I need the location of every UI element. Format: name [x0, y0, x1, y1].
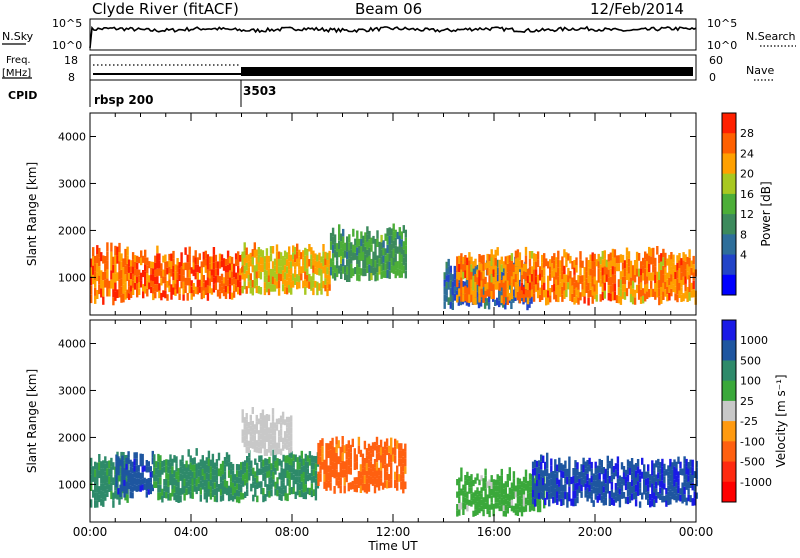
power-colorbar-swatch-3 — [722, 173, 736, 195]
cpid-segment-0: rbsp 200 — [94, 93, 153, 107]
velocity-ytick-3: 4000 — [58, 337, 86, 350]
x-tick-4: 16:00 — [477, 525, 512, 539]
freq-panel: Freq. [MHz] 18 8 60 0 Nave — [2, 54, 774, 84]
x-tick-6: 00:00 — [679, 525, 714, 539]
power-region-3 — [329, 223, 407, 282]
velocity-ytick-0: 1000 — [58, 478, 86, 491]
velocity-colorbar: 1000 500 100 25 -25 -100 -500 -1000 — [721, 319, 772, 503]
noise-left-label: N.Sky — [2, 30, 34, 43]
nave-bottom-tick: 0 — [709, 71, 716, 84]
x-tick-3: 12:00 — [376, 525, 411, 539]
noise-right-top-tick: 10^5 — [707, 17, 737, 30]
velocity-colorbar-tick-0: 1000 — [740, 334, 768, 347]
power-colorbar-swatch-8 — [722, 274, 736, 296]
velocity-colorbar-swatch-7 — [722, 461, 736, 483]
power-region-0 — [90, 242, 129, 306]
power-colorbar-tick-0: 28 — [740, 127, 754, 140]
x-axis-label: Time UT — [367, 539, 418, 553]
velocity-colorbar-tick-5: -100 — [740, 435, 765, 448]
x-tick-2: 08:00 — [275, 525, 310, 539]
freq-bottom-tick: 8 — [68, 71, 75, 84]
x-tick-0: 00:00 — [73, 525, 108, 539]
velocity-colorbar-swatch-6 — [722, 441, 736, 463]
power-colorbar-swatch-4 — [722, 193, 736, 215]
power-colorbar-tick-4: 12 — [740, 208, 754, 221]
x-tick-5: 20:00 — [578, 525, 613, 539]
velocity-region-2 — [153, 448, 320, 504]
velocity-colorbar-tick-6: -500 — [740, 456, 765, 469]
power-region-2 — [241, 242, 331, 297]
freq-nave-band — [241, 67, 693, 76]
nave-label: Nave — [746, 64, 774, 77]
velocity-ytick-1: 2000 — [58, 431, 86, 444]
velocity-region-5 — [456, 467, 546, 518]
noise-left-bottom-tick: 10^0 — [52, 39, 82, 52]
power-colorbar: 28 24 20 16 12 8 4 — [721, 112, 754, 296]
velocity-region-4 — [317, 436, 407, 494]
station-title: Clyde River (fitACF) — [92, 0, 239, 18]
velocity-colorbar-tick-3: 25 — [740, 395, 754, 408]
noise-panel: N.Sky 10^5 10^0 10^5 10^0 N.Search — [2, 17, 796, 52]
velocity-panel: 1000 2000 3000 4000 Slant Range [km] 1000 50… — [25, 319, 788, 523]
cpid-segment-1: 3503 — [243, 84, 276, 98]
power-colorbar-tick-5: 8 — [740, 228, 747, 241]
velocity-region-6 — [531, 452, 698, 508]
power-colorbar-tick-3: 16 — [740, 188, 754, 201]
power-colorbar-swatch-7 — [722, 254, 736, 276]
velocity-colorbar-tick-4: -25 — [740, 415, 758, 428]
velocity-ytick-2: 3000 — [58, 384, 86, 397]
power-ytick-0: 1000 — [58, 271, 86, 284]
cpid-label: CPID — [8, 89, 37, 102]
power-colorbar-tick-6: 4 — [740, 249, 747, 262]
power-region-1 — [127, 245, 244, 301]
velocity-colorbar-tick-2: 100 — [740, 375, 761, 388]
power-ylabel: Slant Range [km] — [25, 162, 39, 266]
power-colorbar-swatch-2 — [722, 153, 736, 175]
velocity-colorbar-tick-1: 500 — [740, 354, 761, 367]
power-colorbar-tick-2: 20 — [740, 168, 754, 181]
noise-right-bottom-tick: 10^0 — [707, 39, 737, 52]
noise-right-label: N.Search — [746, 30, 796, 43]
power-colorbar-tick-1: 24 — [740, 147, 754, 160]
velocity-colorbar-swatch-1 — [722, 340, 736, 361]
date-title: 12/Feb/2014 — [590, 0, 684, 18]
power-ytick-1: 2000 — [58, 224, 86, 237]
velocity-region-3 — [241, 407, 293, 456]
freq-top-tick: 18 — [64, 54, 78, 67]
velocity-colorbar-tick-7: -1000 — [740, 476, 772, 489]
power-colorbar-swatch-6 — [722, 234, 736, 256]
velocity-colorbar-swatch-4 — [722, 400, 736, 422]
power-colorbar-swatch-0 — [722, 113, 736, 134]
power-colorbar-swatch-1 — [722, 133, 736, 154]
beam-title: Beam 06 — [355, 0, 422, 18]
cpid-panel: CPID rbsp 200 3503 — [8, 80, 276, 107]
power-ytick-3: 4000 — [58, 130, 86, 143]
freq-label-2: [MHz] — [2, 68, 31, 79]
freq-label-1: Freq. — [6, 55, 31, 66]
power-colorbar-label: Power [dB] — [759, 181, 773, 246]
velocity-region-1 — [115, 450, 154, 499]
noise-sky-line — [89, 25, 697, 49]
velocity-colorbar-swatch-0 — [722, 320, 736, 341]
velocity-colorbar-label: Velocity [m s⁻¹] — [774, 374, 788, 467]
noise-left-top-tick: 10^5 — [52, 17, 82, 30]
velocity-colorbar-swatch-3 — [722, 380, 736, 402]
power-panel: 1000 2000 3000 4000 Slant Range [km] 28 24 20… — [25, 112, 773, 316]
power-colorbar-swatch-5 — [722, 214, 736, 235]
velocity-ylabel: Slant Range [km] — [25, 369, 39, 473]
velocity-colorbar-swatch-2 — [722, 360, 736, 382]
power-region-5 — [456, 246, 697, 306]
nave-top-tick: 60 — [709, 54, 723, 67]
x-tick-1: 04:00 — [174, 525, 209, 539]
velocity-colorbar-swatch-5 — [722, 421, 736, 442]
velocity-colorbar-swatch-8 — [722, 481, 736, 503]
power-ytick-2: 3000 — [58, 177, 86, 190]
